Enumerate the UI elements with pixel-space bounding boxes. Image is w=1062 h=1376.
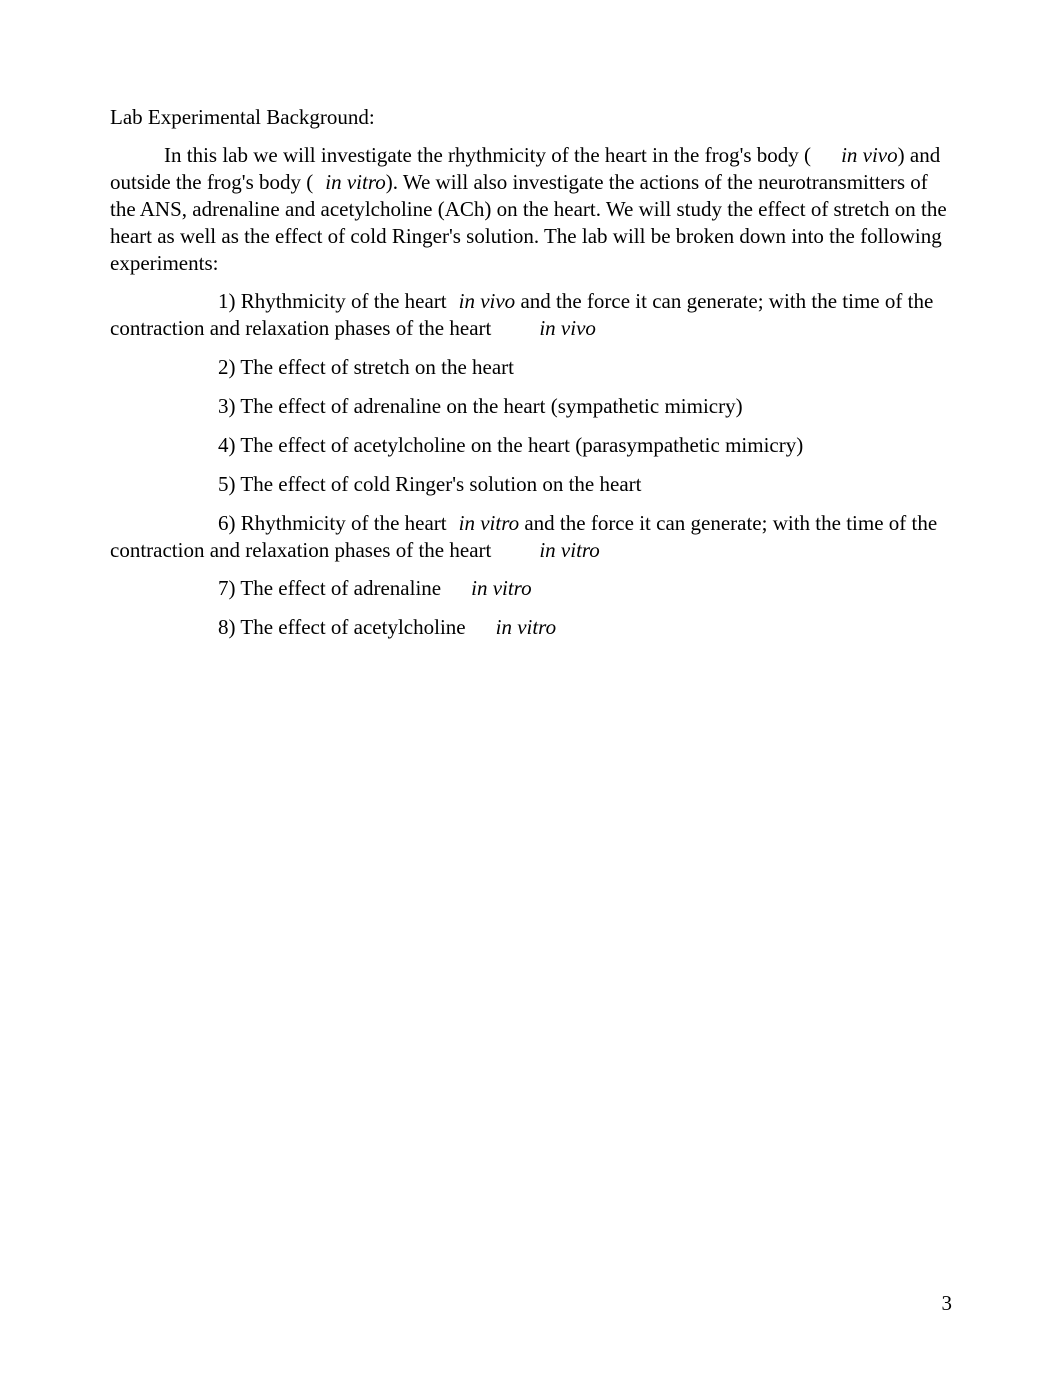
text-run: 1) Rhythmicity of the heart: [218, 289, 447, 313]
italic-run: in vitro: [496, 615, 556, 639]
text-run: 8) The effect of acetylcholine: [218, 615, 466, 639]
list-item-4: 4) The effect of acetylcholine on the he…: [110, 432, 952, 459]
list-item-3: 3) The effect of adrenaline on the heart…: [110, 393, 952, 420]
text-run: 5) The effect of cold Ringer's solution …: [218, 472, 641, 496]
italic-run: in vitro: [471, 576, 531, 600]
italic-run: in vitro: [539, 538, 599, 562]
section-heading: Lab Experimental Background:: [110, 105, 952, 130]
italic-run: in vitro: [325, 170, 385, 194]
text-run: 6) Rhythmicity of the heart: [218, 511, 447, 535]
list-item-2: 2) The effect of stretch on the heart: [110, 354, 952, 381]
document-page: Lab Experimental Background: In this lab…: [0, 0, 1062, 1376]
list-item-1: 1) Rhythmicity of the heartin vivo and t…: [110, 288, 952, 342]
list-item-8: 8) The effect of acetylcholine in vitro: [110, 614, 952, 641]
list-item-6: 6) Rhythmicity of the heartin vitro and …: [110, 510, 952, 564]
text-run: 3) The effect of adrenaline on the heart…: [218, 394, 743, 418]
italic-run: in vivo: [841, 143, 898, 167]
text-run: 2) The effect of stretch on the heart: [218, 355, 514, 379]
text-run: 7) The effect of adrenaline: [218, 576, 441, 600]
list-item-5: 5) The effect of cold Ringer's solution …: [110, 471, 952, 498]
text-run: 4) The effect of acetylcholine on the he…: [218, 433, 803, 457]
list-item-7: 7) The effect of adrenaline in vitro: [110, 575, 952, 602]
italic-run: in vivo: [459, 289, 516, 313]
italic-run: in vivo: [539, 316, 596, 340]
italic-run: in vitro: [459, 511, 519, 535]
page-number: 3: [942, 1291, 953, 1316]
intro-paragraph: In this lab we will investigate the rhyt…: [110, 142, 952, 276]
text-run: In this lab we will investigate the rhyt…: [164, 143, 811, 167]
